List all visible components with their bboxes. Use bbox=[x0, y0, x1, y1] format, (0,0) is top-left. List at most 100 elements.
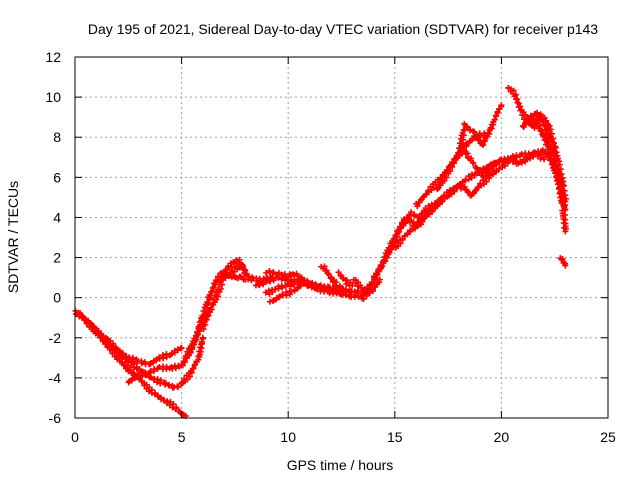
data-point bbox=[473, 165, 480, 172]
data-point bbox=[184, 348, 191, 355]
data-point bbox=[492, 113, 499, 120]
data-point bbox=[474, 184, 481, 191]
series-track-20 bbox=[455, 130, 488, 159]
data-point bbox=[97, 334, 104, 341]
data-point bbox=[387, 245, 394, 252]
data-point bbox=[213, 296, 220, 303]
data-point bbox=[520, 124, 527, 131]
data-point bbox=[147, 369, 154, 376]
data-point bbox=[276, 294, 283, 301]
data-point bbox=[318, 285, 324, 292]
data-point bbox=[138, 358, 145, 365]
data-point bbox=[480, 173, 487, 180]
data-point bbox=[358, 284, 365, 291]
data-point bbox=[355, 293, 362, 300]
data-point bbox=[397, 225, 404, 232]
data-point bbox=[157, 380, 164, 387]
plot-frame bbox=[74, 56, 609, 419]
data-point bbox=[146, 361, 153, 368]
data-point bbox=[548, 135, 555, 142]
data-point bbox=[522, 111, 529, 118]
data-point bbox=[513, 95, 520, 102]
data-point bbox=[487, 124, 494, 131]
series-track-12 bbox=[318, 263, 347, 293]
data-point bbox=[491, 116, 498, 123]
data-point bbox=[515, 104, 522, 111]
data-point bbox=[170, 401, 177, 408]
data-point bbox=[543, 141, 550, 148]
data-point bbox=[120, 362, 127, 369]
data-point bbox=[469, 159, 476, 166]
data-point bbox=[220, 269, 227, 276]
axis-ticks: 0 5 10 15 20 25 -6 -4 -2 0 2 4 6 8 10 12 bbox=[45, 49, 616, 445]
data-point bbox=[131, 374, 138, 381]
data-point bbox=[181, 359, 188, 366]
data-point bbox=[556, 161, 563, 168]
data-point bbox=[104, 342, 111, 349]
data-point bbox=[429, 208, 436, 215]
data-point bbox=[485, 165, 492, 172]
data-point bbox=[304, 279, 311, 286]
data-point bbox=[339, 275, 346, 282]
data-point bbox=[336, 284, 343, 291]
data-point bbox=[78, 312, 85, 319]
x-tick-label: 0 bbox=[71, 429, 79, 445]
data-point bbox=[324, 270, 331, 277]
data-point bbox=[473, 132, 480, 139]
data-point bbox=[447, 168, 454, 175]
data-point bbox=[178, 379, 185, 386]
data-point bbox=[343, 281, 350, 288]
data-point bbox=[279, 284, 286, 291]
data-point bbox=[513, 154, 520, 161]
data-point bbox=[460, 126, 467, 133]
data-point bbox=[165, 381, 172, 388]
data-point bbox=[212, 292, 219, 299]
data-point bbox=[307, 280, 314, 287]
data-point bbox=[171, 349, 178, 356]
data-point bbox=[461, 147, 468, 154]
data-point bbox=[297, 282, 304, 289]
data-point bbox=[464, 188, 471, 195]
data-point bbox=[488, 166, 495, 173]
data-point bbox=[512, 157, 519, 164]
y-tick-label: 10 bbox=[45, 89, 61, 105]
data-point bbox=[242, 270, 249, 277]
series-track-10 bbox=[262, 277, 343, 298]
data-point bbox=[549, 139, 556, 146]
data-point bbox=[163, 351, 170, 358]
data-point bbox=[534, 109, 541, 116]
data-point bbox=[179, 362, 186, 369]
data-point bbox=[396, 228, 403, 235]
data-point bbox=[541, 136, 548, 143]
data-point bbox=[288, 288, 295, 295]
data-point bbox=[407, 228, 414, 235]
data-point bbox=[153, 357, 160, 364]
data-point bbox=[552, 169, 559, 176]
data-point bbox=[441, 177, 448, 184]
data-point bbox=[125, 379, 132, 386]
data-point bbox=[543, 117, 550, 124]
data-point bbox=[172, 406, 179, 413]
data-point bbox=[464, 123, 471, 130]
y-tick-label: -4 bbox=[49, 370, 62, 386]
data-point bbox=[537, 111, 544, 118]
data-point bbox=[204, 298, 211, 305]
data-point bbox=[349, 282, 356, 289]
data-point bbox=[270, 298, 277, 305]
data-point bbox=[154, 379, 161, 386]
data-point bbox=[187, 349, 194, 356]
data-point bbox=[541, 114, 548, 121]
data-point bbox=[434, 186, 441, 193]
data-point bbox=[128, 377, 135, 384]
data-point bbox=[194, 328, 201, 335]
x-axis-label: GPS time / hours bbox=[287, 457, 394, 473]
data-point bbox=[333, 283, 340, 290]
data-point bbox=[483, 178, 490, 185]
data-point bbox=[321, 287, 328, 294]
data-point bbox=[336, 290, 343, 297]
data-point bbox=[464, 154, 471, 161]
x-tick-label: 15 bbox=[387, 429, 403, 445]
x-tick-label: 10 bbox=[280, 429, 296, 445]
